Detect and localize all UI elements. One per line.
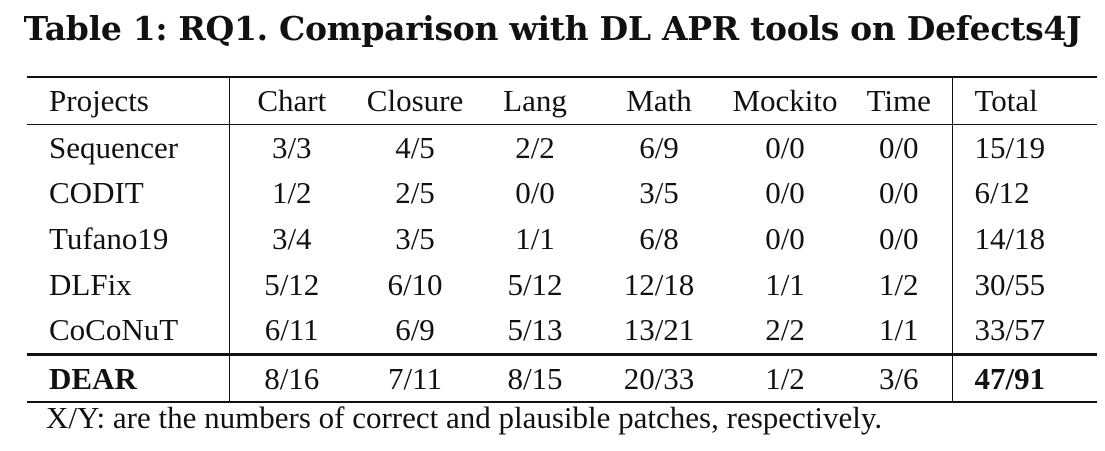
cell-mockito: 0/0: [765, 221, 805, 257]
cell-closure: 7/11: [388, 360, 442, 396]
header-total: Total: [951, 77, 1097, 125]
header-mockito: Mockito: [732, 83, 838, 119]
header-math: Math: [626, 83, 692, 119]
header-lang: Lang: [503, 83, 567, 119]
row-tool-name: CoCoNuT: [27, 306, 230, 355]
table-row: Sequencer 3/3 4/5 2/2 6/9 0/0 0/0 15/19: [27, 124, 1097, 171]
cell-math: 13/21: [623, 312, 695, 348]
cell-mockito: 0/0: [765, 175, 805, 211]
cell-lang: 5/13: [507, 312, 563, 348]
cell-total: 14/18: [951, 215, 1097, 262]
cell-math: 6/8: [639, 221, 679, 257]
comparison-table: Projects Chart Closure Lang Math Mockito…: [27, 76, 1097, 403]
cell-closure: 6/9: [395, 312, 435, 348]
table-caption: Table 1: RQ1. Comparison with DL APR too…: [23, 9, 1082, 48]
cell-time: 0/0: [878, 175, 919, 211]
cell-total: 33/57: [951, 306, 1097, 355]
cell-mockito: 0/0: [765, 129, 805, 165]
cell-lang: 5/12: [507, 266, 563, 302]
cell-closure: 4/5: [395, 129, 435, 165]
table-row: Tufano19 3/4 3/5 1/1 6/8 0/0 0/0 14/18: [27, 215, 1097, 262]
cell-lang: 0/0: [515, 175, 555, 211]
header-time: Time: [866, 83, 931, 119]
cell-time: 0/0: [878, 129, 919, 165]
cell-total: 15/19: [951, 124, 1097, 171]
cell-closure: 3/5: [395, 221, 435, 257]
row-tool-name: DLFix: [27, 261, 230, 307]
cell-closure: 6/10: [387, 266, 443, 302]
cell-mockito: 2/2: [765, 312, 805, 348]
cell-lang: 2/2: [515, 129, 555, 165]
cell-math: 20/33: [623, 360, 695, 396]
cell-closure: 2/5: [395, 175, 435, 211]
cell-chart: 8/16: [264, 360, 320, 396]
cell-mockito: 1/2: [765, 360, 805, 396]
row-tool-name: CODIT: [27, 170, 230, 216]
cell-lang: 1/1: [515, 221, 555, 257]
cell-math: 6/9: [639, 129, 679, 165]
row-tool-name: Tufano19: [27, 215, 230, 262]
row-tool-name: Sequencer: [27, 124, 230, 171]
table-row: DLFix 5/12 6/10 5/12 12/18 1/1 1/2 30/55: [27, 261, 1097, 307]
cell-chart: 6/11: [264, 312, 319, 348]
cell-chart: 3/4: [271, 221, 312, 257]
header-projects: Projects: [27, 77, 230, 125]
row-tool-name: DEAR: [27, 354, 230, 403]
cell-lang: 8/15: [507, 360, 563, 396]
table-row: CODIT 1/2 2/5 0/0 3/5 0/0 0/0 6/12: [27, 170, 1097, 216]
table-footnote: X/Y: are the numbers of correct and plau…: [46, 400, 883, 435]
cell-math: 12/18: [623, 266, 695, 302]
cell-mockito: 1/1: [765, 266, 805, 302]
cell-chart: 1/2: [271, 175, 312, 211]
cell-chart: 5/12: [264, 266, 320, 302]
cell-time: 1/2: [878, 266, 919, 302]
header-row: Projects Chart Closure Lang Math Mockito…: [27, 77, 1097, 125]
highlight-row-dear: DEAR 8/16 7/11 8/15 20/33 1/2 3/6 47/91: [27, 354, 1097, 403]
table-header: Projects Chart Closure Lang Math Mockito…: [27, 77, 1097, 125]
cell-total: 47/91: [951, 354, 1097, 403]
cell-time: 1/1: [878, 312, 919, 348]
header-chart: Chart: [257, 83, 327, 119]
cell-time: 0/0: [878, 221, 919, 257]
cell-chart: 3/3: [271, 129, 312, 165]
cell-time: 3/6: [878, 360, 919, 396]
cell-math: 3/5: [639, 175, 679, 211]
table-body: Sequencer 3/3 4/5 2/2 6/9 0/0 0/0 15/19 …: [27, 124, 1097, 403]
header-closure: Closure: [366, 83, 464, 119]
cell-total: 30/55: [951, 261, 1097, 307]
table-row: CoCoNuT 6/11 6/9 5/13 13/21 2/2 1/1 33/5…: [27, 306, 1097, 355]
cell-total: 6/12: [951, 170, 1097, 216]
